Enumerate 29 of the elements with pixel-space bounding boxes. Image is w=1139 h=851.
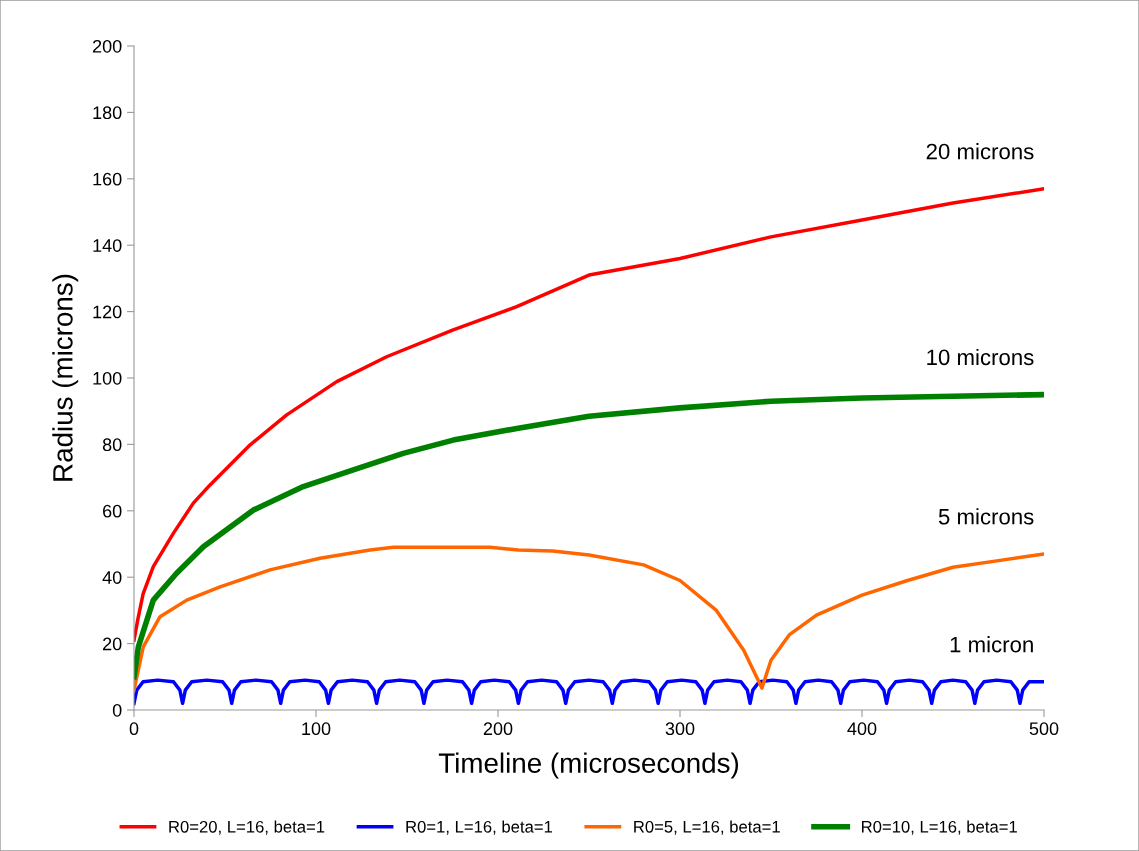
y-tick-label: 140 (93, 239, 122, 252)
x-tick-label: 400 (847, 722, 877, 736)
x-axis-title: Timeline (microseconds) (438, 752, 739, 779)
legend-label: R0=5, L=16, beta=1 (634, 820, 780, 835)
legend-label: R0=10, L=16, beta=1 (862, 820, 1017, 835)
y-tick-label: 160 (93, 172, 122, 186)
y-tick-label: 60 (103, 504, 122, 518)
annotation: 10 microns (927, 348, 1034, 366)
line-series (134, 545, 1044, 692)
legend-label: R0=1, L=16, beta=1 (406, 820, 553, 835)
line-series (134, 678, 1044, 706)
annotation: 1 micron (950, 636, 1033, 653)
x-tick-label: 0 (129, 722, 139, 736)
x-tick-label: 200 (483, 722, 513, 736)
x-tick-label: 300 (665, 722, 695, 736)
x-tick-label: 100 (302, 722, 331, 736)
y-tick-label: 120 (93, 305, 122, 319)
y-tick-label: 100 (93, 371, 122, 385)
y-tick-label: 20 (103, 637, 122, 651)
y-tick-label: 80 (102, 438, 122, 452)
x-tick-label: 500 (1029, 722, 1059, 736)
annotation: 5 microns (938, 508, 1034, 525)
y-axis-title: Radius (microns) (52, 274, 79, 481)
y-tick-label: 180 (93, 106, 122, 120)
y-tick-label: 40 (102, 571, 122, 584)
legend-label: R0=20, L=16, beta=1 (169, 820, 325, 835)
annotation: 20 microns (926, 143, 1034, 160)
y-tick-label: 200 (92, 39, 122, 53)
y-tick-label: 0 (112, 703, 122, 717)
